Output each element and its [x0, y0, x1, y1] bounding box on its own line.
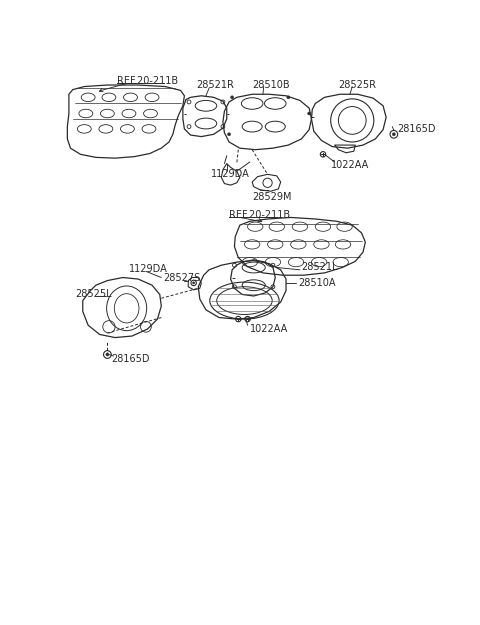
Text: 1129DA: 1129DA [211, 169, 250, 179]
Circle shape [392, 132, 396, 136]
Circle shape [228, 132, 230, 136]
Circle shape [106, 353, 109, 356]
Text: REF.20-211B: REF.20-211B [229, 210, 290, 220]
Text: 1022AA: 1022AA [331, 160, 369, 170]
Circle shape [308, 112, 311, 115]
Text: 28525L: 28525L [75, 289, 112, 299]
Text: 28527S: 28527S [163, 272, 200, 282]
Text: REF.20-211B: REF.20-211B [117, 76, 178, 86]
Text: 28521R: 28521R [196, 80, 234, 90]
Text: 1129DA: 1129DA [129, 264, 168, 274]
Text: 28525R: 28525R [338, 80, 376, 90]
Text: 28521L: 28521L [301, 262, 338, 272]
Text: 28165D: 28165D [111, 354, 150, 364]
Text: 28529M: 28529M [252, 192, 292, 202]
Text: 28510A: 28510A [299, 278, 336, 288]
Circle shape [192, 282, 195, 284]
Text: 1022AA: 1022AA [250, 324, 288, 334]
Text: 28165D: 28165D [397, 124, 435, 134]
Circle shape [287, 96, 290, 99]
Circle shape [230, 96, 234, 99]
Text: 28510B: 28510B [252, 80, 290, 90]
